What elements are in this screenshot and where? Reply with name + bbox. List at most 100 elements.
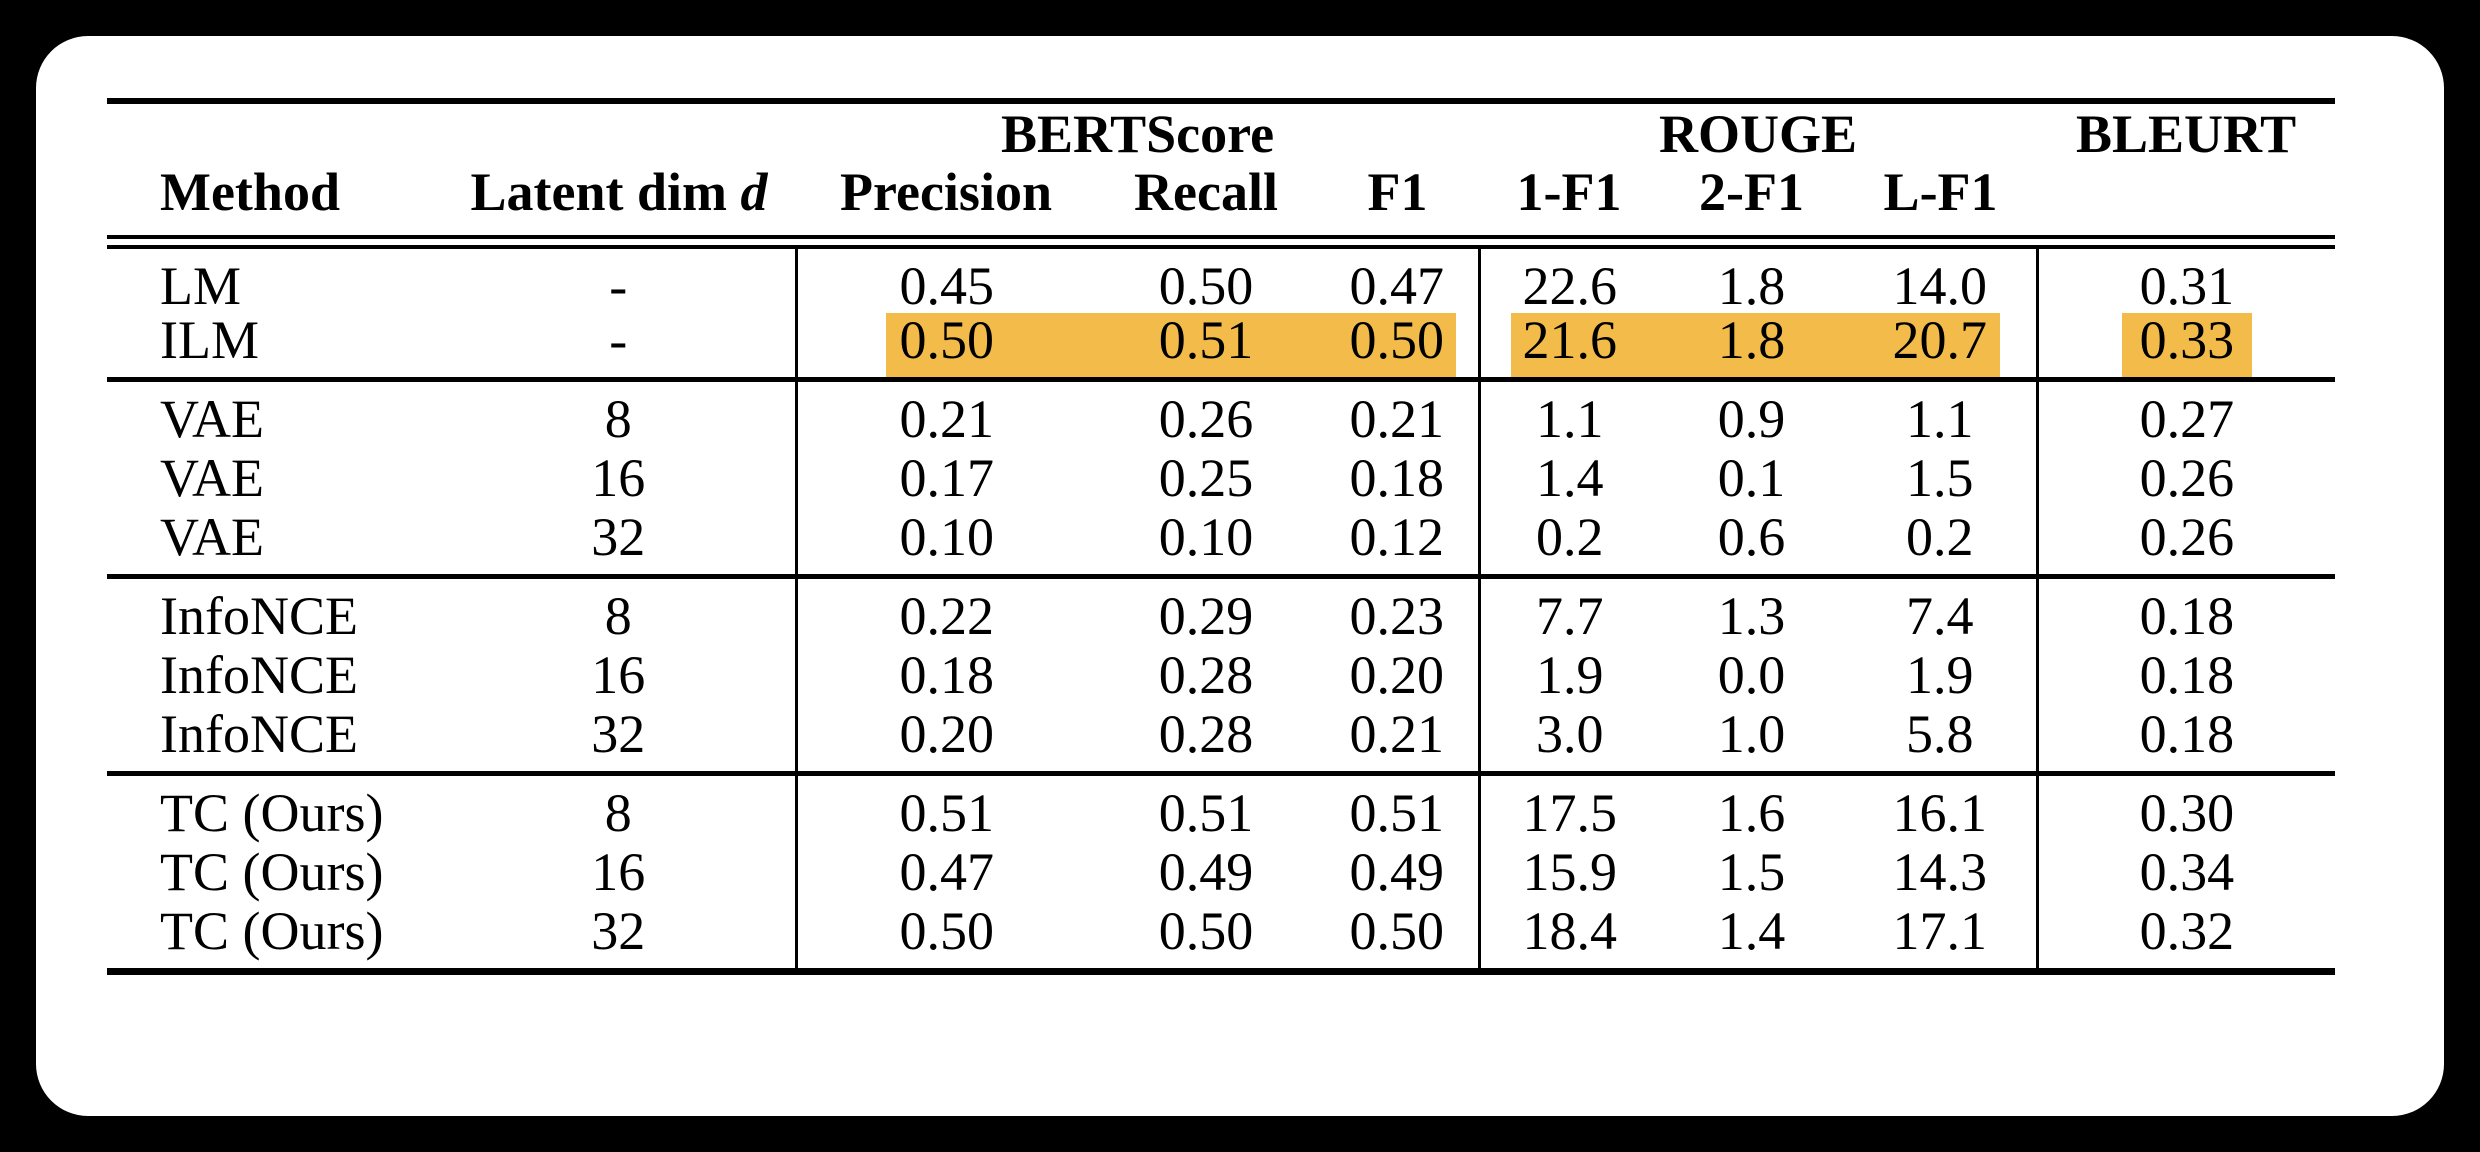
latent-dim-cell: 16	[591, 448, 646, 508]
metric-value-cell: 7.7	[1477, 576, 1660, 643]
metric-value-cell: 0.29	[1158, 586, 1254, 646]
metric-group-header-row: BERTScore ROUGE BLEURT	[107, 101, 2335, 165]
metric-value-cell: 0.50	[794, 313, 1096, 380]
metric-value-cell: 0.31	[2035, 247, 2336, 313]
column-header-f1: F1	[1367, 162, 1428, 222]
table-row: VAE 32 0.10 0.10 0.12 0.2 0.6 0.2 0.26	[107, 507, 2336, 577]
metric-value-cell: 0.33	[2035, 313, 2336, 380]
metric-value-cell: 1.8	[1717, 256, 1786, 316]
metric-value-cell: 0.51	[1158, 783, 1254, 843]
table-row: ILM -0.50 0.51 0.50 21.6 1.8 20.7 0.33	[107, 310, 2336, 380]
table-row: VAE 8 0.21 0.26 0.21 1.1 0.9 1.1 0.27	[107, 379, 2336, 449]
metric-value-cell: 0.18	[1349, 448, 1445, 508]
latent-dim-label: Latent dim	[470, 162, 728, 222]
metric-value-cell: 18.4	[1477, 904, 1660, 972]
method-cell: LM	[160, 256, 241, 316]
table-row: VAE 16 0.17 0.25 0.18 1.4 0.1 1.5 0.26	[107, 446, 2336, 510]
metric-value-cell: 0.27	[2035, 379, 2336, 446]
metric-value-cell: 1.5	[1906, 448, 1974, 508]
column-header-method: Method	[160, 162, 340, 222]
latent-dim-cell: 8	[604, 586, 632, 646]
metric-value-cell: 0.10	[1158, 507, 1254, 567]
metric-value-cell: 0.22	[794, 576, 1096, 643]
metric-value-cell: 1.0	[1717, 704, 1786, 764]
metric-value-cell: 0.50	[1158, 256, 1254, 316]
metric-value-cell: 0.50	[1316, 313, 1480, 380]
metric-value-cell: 0.50	[1158, 901, 1254, 961]
metric-value-cell: 0.28	[1158, 704, 1254, 764]
metric-value-cell: 0.21	[794, 379, 1096, 446]
metric-value-cell: 14.0	[1892, 256, 1988, 316]
metric-value-cell: 0.34	[2035, 840, 2336, 904]
latent-dim-cell: 32	[591, 901, 646, 961]
column-header-precision: Precision	[840, 162, 1052, 222]
metric-value-cell: 21.6	[1477, 313, 1660, 380]
column-header-bleurt-empty	[2037, 165, 2335, 237]
metric-value-cell: 0.6	[1717, 507, 1786, 567]
table-group-tc-ours: TC (Ours) 8 0.51 0.51 0.51 17.5 1.6 16.1 0.30 TC …	[107, 773, 2336, 972]
metric-value-cell: 0.9	[1717, 389, 1786, 449]
latent-dim-cell: 16	[591, 645, 646, 705]
metric-value-cell: 1.6	[1717, 783, 1786, 843]
metric-value-cell: 0.49	[1158, 842, 1254, 902]
metric-value-cell: 1.4	[1477, 446, 1660, 510]
group-header-bertscore: BERTScore	[1000, 104, 1275, 164]
metric-value-cell: 0.51	[1349, 783, 1445, 843]
metric-value-cell: 0.26	[1158, 389, 1254, 449]
metric-value-cell: 0.2	[1477, 510, 1660, 577]
method-cell: VAE	[160, 507, 265, 567]
metric-value-cell: 0.10	[794, 510, 1096, 577]
metric-value-cell: 0.1	[1717, 448, 1786, 508]
metric-value-cell: 1.5	[1717, 842, 1786, 902]
method-cell: InfoNCE	[160, 645, 358, 705]
table-row: InfoNCE 8 0.22 0.29 0.23 7.7 1.3 7.4 0.18	[107, 576, 2336, 646]
latent-dim-cell: 32	[591, 704, 646, 764]
metric-value-cell: 17.1	[1892, 901, 1988, 961]
metric-value-cell: 0.17	[794, 446, 1096, 510]
metric-value-cell: 0.49	[1349, 842, 1445, 902]
latent-dim-cell: -	[609, 310, 628, 370]
method-cell: VAE	[160, 448, 265, 508]
latent-dim-cell: 32	[591, 507, 646, 567]
metric-value-cell: 0.26	[2035, 446, 2336, 510]
column-header-row: Method Latent dim d Precision Recall F1 …	[107, 165, 2335, 237]
column-header-rouge-1-f1: 1-F1	[1516, 162, 1622, 222]
metric-value-cell: 0.51	[794, 773, 1096, 840]
metric-value-cell: 0.18	[2035, 576, 2336, 643]
results-table: BERTScore ROUGE BLEURT Method Latent dim…	[107, 98, 2336, 975]
method-cell: TC (Ours)	[160, 842, 384, 902]
latent-dim-cell: 8	[604, 389, 632, 449]
metric-value-cell: 1.9	[1477, 643, 1660, 707]
metric-value-cell: 0.21	[1349, 389, 1445, 449]
metric-value-cell: 0.47	[794, 840, 1096, 904]
metric-value-cell: 1.3	[1717, 586, 1786, 646]
metric-value-cell: 1.8	[1659, 313, 1845, 380]
paper-table-card: BERTScore ROUGE BLEURT Method Latent dim…	[36, 36, 2444, 1116]
metric-value-cell: 5.8	[1906, 704, 1974, 764]
metric-value-cell: 0.51	[1096, 313, 1316, 380]
method-cell: VAE	[160, 389, 265, 449]
double-rule	[107, 235, 2336, 249]
latent-dim-cell: 16	[591, 842, 646, 902]
metric-value-cell: 0.30	[2035, 773, 2336, 840]
latent-dim-cell: 8	[604, 783, 632, 843]
column-header-rouge-2-f1: 2-F1	[1699, 162, 1805, 222]
column-header-rouge-l-f1: L-F1	[1883, 162, 1998, 222]
group-header-bleurt: BLEURT	[2075, 104, 2297, 164]
metric-value-cell: 14.3	[1892, 842, 1988, 902]
header-spacer	[107, 101, 796, 165]
table-row: TC (Ours) 8 0.51 0.51 0.51 17.5 1.6 16.1 0.30	[107, 773, 2336, 843]
metric-value-cell: 0.45	[794, 247, 1096, 313]
metric-value-cell: 0.25	[1158, 448, 1254, 508]
table-header: BERTScore ROUGE BLEURT Method Latent dim…	[107, 101, 2336, 249]
metric-value-cell: 16.1	[1892, 783, 1988, 843]
method-cell: InfoNCE	[160, 586, 358, 646]
table-row: InfoNCE 32 0.20 0.28 0.21 3.0 1.0 5.8 0.18	[107, 704, 2336, 774]
table-group-infonce: InfoNCE 8 0.22 0.29 0.23 7.7 1.3 7.4 0.18 InfoNCE…	[107, 576, 2336, 774]
metric-value-cell: 0.20	[1349, 645, 1445, 705]
group-header-rouge: ROUGE	[1659, 104, 1858, 164]
method-cell: InfoNCE	[160, 704, 358, 764]
table-row: TC (Ours) 32 0.50 0.50 0.50 18.4 1.4 17.1 0.32	[107, 901, 2336, 972]
column-header-recall: Recall	[1134, 162, 1278, 222]
column-header-latent-dim: Latent dim d	[442, 165, 796, 237]
